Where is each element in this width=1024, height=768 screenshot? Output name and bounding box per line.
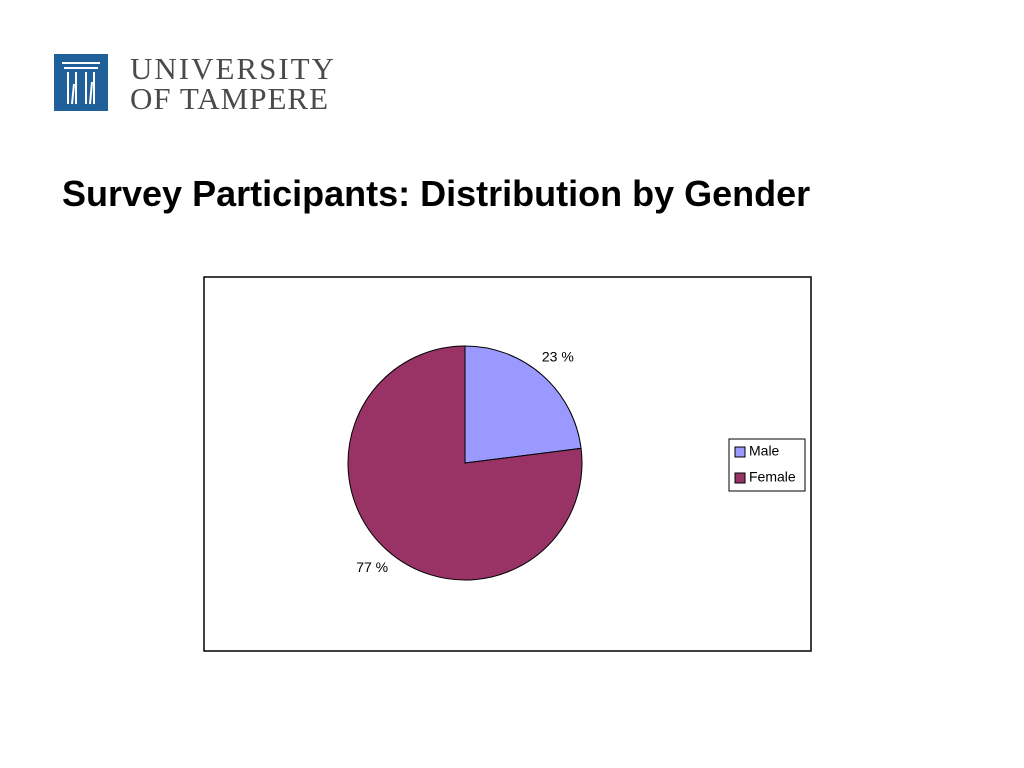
pie-slice — [464, 345, 582, 464]
logo-icon — [62, 62, 100, 105]
data-label: 23 % — [542, 348, 574, 364]
logo-text: OF TAMPERE — [130, 81, 329, 116]
pie-slice — [347, 345, 583, 581]
logo-text: UNIVERSITY — [130, 51, 336, 86]
data-label: 77 % — [356, 559, 388, 575]
logo: UNIVERSITY OF TAMPERE — [54, 51, 336, 116]
legend-swatch — [734, 446, 746, 458]
legend-label: Male — [749, 443, 780, 459]
legend-swatch — [734, 472, 746, 484]
legend-label: Female — [749, 469, 796, 485]
chart-title: Survey Participants: Distribution by Gen… — [62, 173, 810, 214]
